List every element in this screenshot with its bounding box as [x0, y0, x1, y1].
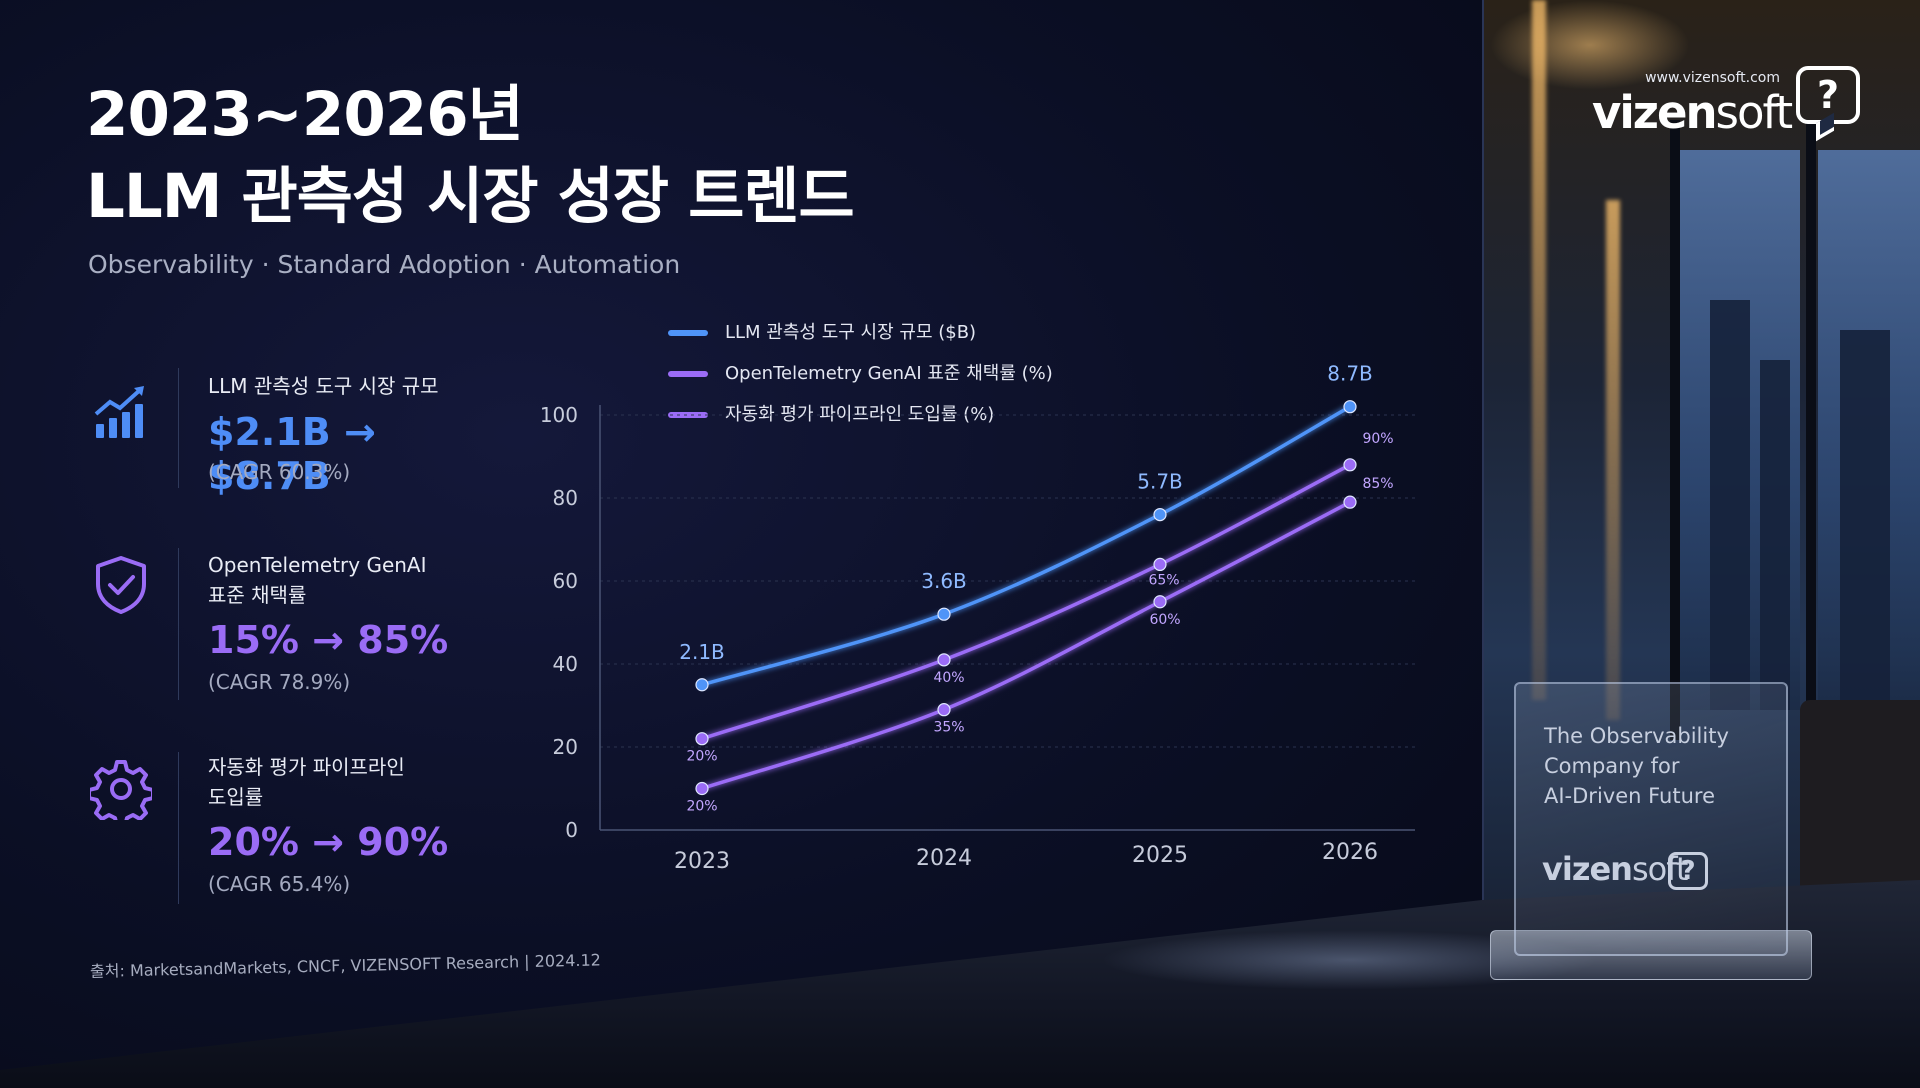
data-label: 20%: [686, 799, 717, 815]
plaque-text-line: AI-Driven Future: [1544, 784, 1715, 808]
data-point: [695, 781, 709, 796]
data-label: 20%: [686, 749, 717, 765]
y-tick-label: 100: [540, 403, 578, 427]
kpi-label: LLM 관측성 도구 시장 규모: [208, 374, 439, 398]
question-bubble-icon: ?: [1796, 66, 1860, 124]
legend-swatch: [668, 412, 708, 418]
data-point: [937, 607, 951, 621]
data-label: 35%: [933, 720, 964, 736]
series-line: [700, 463, 1352, 741]
data-label: 85%: [1362, 476, 1393, 492]
kpi-label: 자동화 평가 파이프라인 도입률: [208, 755, 405, 809]
data-label: 8.7B: [1327, 362, 1373, 386]
glass-plaque: The Observability Company for AI-Driven …: [1514, 682, 1788, 956]
data-point: [1153, 595, 1167, 609]
data-point: [1343, 400, 1357, 414]
chart-growth-icon: [94, 386, 144, 438]
legend-label: LLM 관측성 도구 시장 규모 ($B): [725, 322, 977, 343]
brand-url[interactable]: www.vizensoft.com: [1645, 70, 1780, 86]
title-line-1: 2023~2026년: [86, 79, 524, 150]
data-point: [1153, 508, 1167, 522]
display-panel: [0, 0, 1484, 1088]
x-tick-label: 2025: [1132, 843, 1188, 868]
x-tick-label: 2026: [1322, 840, 1378, 865]
plaque-text-line: The Observability: [1544, 724, 1729, 748]
legend-swatch: [668, 371, 708, 377]
kpi-market-size: LLM 관측성 도구 시장 규모 $2.1B → $8.7B (CAGR 60.…: [86, 368, 506, 498]
line-chart: 0 20 40 60 80 100 2023 2024 2025 2026 2.1B 3.6B 5.7B…: [540, 362, 1415, 874]
shield-check-icon: [96, 556, 146, 614]
y-tick-label: 0: [565, 818, 578, 842]
legend-label: OpenTelemetry GenAI 표준 채택률 (%): [725, 363, 1053, 384]
kpi-cagr: (CAGR 65.4%): [208, 872, 351, 896]
page-title: 2023~2026년 LLM 관측성 시장 성장 트렌드: [86, 74, 855, 238]
data-label: 60%: [1149, 612, 1180, 628]
x-tick-label: 2024: [916, 846, 972, 871]
kpi-value: $2.1B → $8.7B: [208, 410, 376, 498]
data-point: [937, 653, 951, 667]
data-point: [1153, 557, 1167, 571]
plaque-wordmark: vizensoft: [1542, 850, 1688, 888]
data-label: 65%: [1148, 572, 1179, 588]
x-tick-label: 2023: [674, 849, 730, 874]
data-point: [695, 678, 709, 692]
kpi-value: 15% → 85%: [208, 618, 449, 662]
data-label: 2.1B: [679, 640, 725, 664]
data-label: 5.7B: [1137, 470, 1183, 494]
kpi-otel-adoption: OpenTelemetry GenAI 표준 채택률 15% → 85% (CA…: [86, 548, 506, 700]
y-tick-label: 20: [553, 735, 578, 759]
kpi-label: OpenTelemetry GenAI 표준 채택률: [208, 553, 427, 607]
data-label: 40%: [933, 670, 964, 686]
kpi-cagr: (CAGR 60.3%): [208, 460, 351, 484]
office-background: [1480, 0, 1920, 1088]
data-label: 3.6B: [921, 569, 967, 593]
kpi-automation-adoption: 자동화 평가 파이프라인 도입률 20% → 90% (CAGR 65.4%): [86, 752, 506, 904]
page-subtitle: Observability · Standard Adoption · Auto…: [88, 250, 681, 279]
brand-wordmark: vizensoft: [1592, 86, 1793, 139]
data-point: [937, 703, 951, 717]
title-line-2: LLM 관측성 시장 성장 트렌드: [86, 161, 855, 232]
series-line: [700, 500, 1352, 791]
question-bubble-icon: ?: [1668, 852, 1708, 890]
plaque-text-line: Company for: [1544, 754, 1680, 778]
data-point: [1343, 495, 1357, 509]
legend-swatch: [668, 330, 708, 336]
y-tick-label: 80: [553, 486, 578, 510]
kpi-value: 20% → 90%: [208, 820, 449, 864]
data-point: [1343, 458, 1357, 472]
brand-logo[interactable]: www.vizensoft.com vizensoft ?: [1590, 66, 1866, 139]
kpi-cagr: (CAGR 78.9%): [208, 670, 351, 694]
series-line: [700, 404, 1352, 687]
y-tick-label: 60: [553, 569, 578, 593]
data-point: [695, 732, 709, 746]
data-label: 90%: [1362, 431, 1393, 447]
y-tick-label: 40: [553, 652, 578, 676]
gear-icon: [90, 760, 152, 820]
